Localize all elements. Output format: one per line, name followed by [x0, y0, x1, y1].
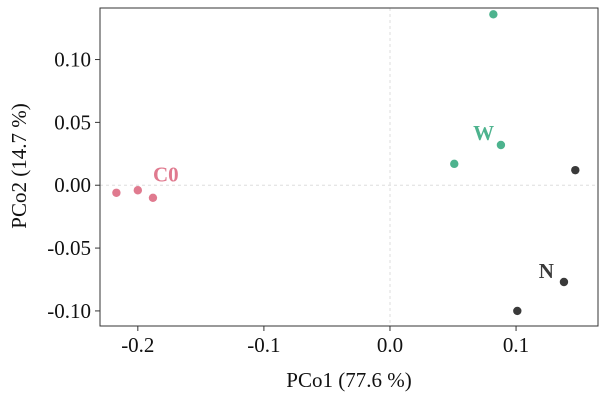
point-w	[450, 159, 459, 169]
x-tick-label: -0.1	[247, 333, 280, 357]
plot-area: -0.2 -0.1 0.0 0.1 0.10 0.05 0.00 -0.05 -0.10 C0 W N	[47, 7, 599, 357]
x-tick-label: 0.0	[377, 333, 403, 357]
y-tick-label: 0.05	[54, 110, 91, 134]
group-label-w: W	[473, 121, 494, 145]
point-c0	[133, 186, 143, 195]
plot-frame	[99, 7, 599, 327]
point-w	[496, 140, 506, 150]
point-n	[513, 306, 522, 316]
point-n	[559, 277, 569, 287]
y-axis-title: PCo2 (14.7 %)	[7, 103, 31, 228]
point-w	[489, 10, 498, 19]
x-tick-label: 0.1	[503, 333, 529, 357]
y-tick-label: -0.10	[47, 299, 91, 323]
point-c0	[148, 193, 158, 202]
point-c0	[112, 188, 121, 197]
point-n	[571, 165, 580, 175]
group-label-c0: C0	[153, 162, 179, 186]
y-tick-label: -0.05	[47, 236, 91, 260]
group-label-n: N	[539, 259, 554, 283]
y-tick-label: 0.10	[54, 48, 91, 72]
x-axis-title: PCo1 (77.6 %)	[286, 368, 411, 392]
y-tick-label: 0.00	[54, 173, 91, 197]
x-tick-label: -0.2	[121, 333, 154, 357]
